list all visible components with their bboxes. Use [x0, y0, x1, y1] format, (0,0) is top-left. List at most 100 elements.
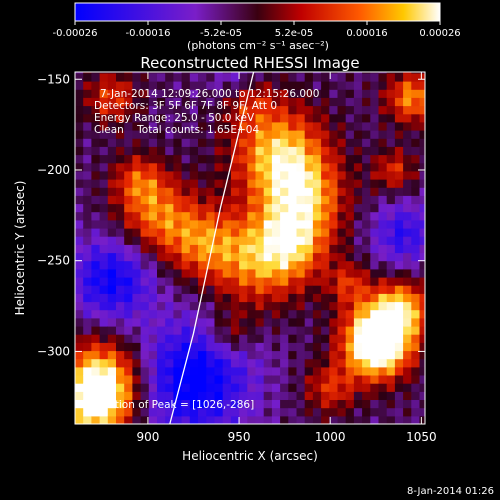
- heatmap-cell: [271, 252, 281, 262]
- heatmap-cell: [370, 407, 379, 417]
- heatmap-cell: [353, 81, 363, 90]
- heatmap-cell: [321, 407, 330, 417]
- heatmap-cell: [353, 121, 363, 131]
- heatmap-cell: [304, 113, 314, 123]
- heatmap-cell: [83, 252, 92, 262]
- heatmap-cell: [271, 72, 281, 74]
- heatmap-cell: [189, 407, 199, 417]
- heatmap-cell: [239, 383, 248, 392]
- heatmap-cell: [124, 391, 133, 400]
- y-axis-ticks: −150−200−250−300: [37, 72, 425, 358]
- heatmap-cell: [362, 399, 371, 409]
- heatmap-cell: [91, 154, 101, 164]
- heatmap-cell: [165, 293, 174, 303]
- heatmap-cell: [173, 121, 183, 131]
- heatmap-cell: [206, 195, 215, 205]
- heatmap-cell: [353, 170, 363, 180]
- heatmap-cell: [148, 383, 158, 392]
- heatmap-cell: [271, 195, 281, 205]
- heatmap-cell: [222, 146, 232, 156]
- heatmap-cell: [99, 293, 109, 303]
- heatmap-cell: [107, 285, 117, 294]
- heatmap-cell: [173, 179, 183, 188]
- heatmap-cell: [230, 244, 240, 254]
- heatmap-cell: [312, 383, 322, 392]
- heatmap-cell: [263, 358, 273, 368]
- heatmap-cell: [148, 375, 158, 384]
- heatmap-cell: [321, 72, 330, 74]
- heatmap-cell: [222, 170, 232, 180]
- heatmap-cell: [296, 342, 306, 352]
- heatmap-cell: [411, 268, 420, 278]
- heatmap-cell: [189, 195, 199, 205]
- heatmap-cell: [181, 72, 191, 82]
- heatmap-cell: [378, 146, 388, 156]
- heatmap-cell: [91, 317, 101, 327]
- heatmap-cell: [378, 121, 388, 131]
- heatmap-cell: [288, 72, 297, 82]
- heatmap-cell: [173, 244, 183, 254]
- heatmap-cell: [394, 301, 404, 311]
- heatmap-cell: [304, 154, 314, 164]
- heatmap-cell: [247, 154, 256, 164]
- heatmap-cell: [411, 358, 420, 368]
- heatmap-cell: [345, 97, 355, 107]
- heatmap-cell: [378, 179, 388, 188]
- heatmap-cell: [419, 252, 425, 262]
- heatmap-cell: [419, 121, 425, 131]
- heatmap-cell: [83, 97, 92, 107]
- heatmap-cell: [312, 211, 322, 221]
- heatmap-cell: [321, 121, 330, 131]
- heatmap-cell: [91, 105, 101, 115]
- heatmap-cell: [386, 89, 396, 98]
- heatmap-cell: [116, 236, 125, 245]
- heatmap-cell: [214, 309, 224, 319]
- heatmap-cell: [222, 162, 232, 172]
- heatmap-cell: [91, 350, 101, 360]
- heatmap-cell: [378, 415, 388, 424]
- heatmap-cell: [386, 146, 396, 156]
- heatmap-cell: [255, 105, 265, 115]
- heatmap-cell: [394, 236, 404, 245]
- heatmap-cell: [394, 97, 404, 107]
- heatmap-cell: [222, 391, 232, 400]
- heatmap-cell: [99, 187, 109, 196]
- heatmap-cell: [263, 407, 273, 417]
- heatmap-cell: [124, 277, 133, 286]
- heatmap-cell: [255, 219, 265, 229]
- heatmap-cell: [304, 407, 314, 417]
- heatmap-cell: [189, 121, 199, 131]
- heatmap-cell: [419, 179, 425, 188]
- heatmap-cell: [107, 228, 117, 237]
- heatmap-cell: [198, 179, 207, 188]
- heatmap-cell: [239, 162, 248, 172]
- heatmap-cell: [296, 236, 306, 245]
- heatmap-cell: [148, 415, 158, 424]
- heatmap-cell: [189, 268, 199, 278]
- heatmap-cell: [157, 268, 166, 278]
- heatmap-cell: [329, 203, 338, 213]
- heatmap-cell: [271, 138, 281, 147]
- heatmap-cell: [91, 309, 101, 319]
- heatmap-cell: [296, 89, 306, 98]
- heatmap-cell: [206, 130, 215, 139]
- heatmap-cell: [345, 252, 355, 262]
- heatmap-cell: [329, 81, 338, 90]
- heatmap-cell: [370, 72, 379, 74]
- heatmap-cell: [239, 293, 248, 303]
- heatmap-cell: [312, 195, 322, 205]
- heatmap-cell: [198, 72, 207, 74]
- heatmap-cell: [181, 366, 191, 376]
- heatmap-cell: [132, 391, 142, 400]
- heatmap-cell: [378, 130, 388, 139]
- heatmap-cell: [329, 260, 338, 270]
- heatmap-cell: [230, 187, 240, 196]
- heatmap-cell: [83, 399, 92, 409]
- heatmap-cell: [165, 81, 174, 90]
- heatmap-cell: [362, 383, 371, 392]
- heatmap-cell: [107, 146, 117, 156]
- heatmap-cell: [419, 203, 425, 213]
- heatmap-cell: [280, 154, 289, 164]
- heatmap-cell: [132, 179, 142, 188]
- heatmap-cell: [222, 154, 232, 164]
